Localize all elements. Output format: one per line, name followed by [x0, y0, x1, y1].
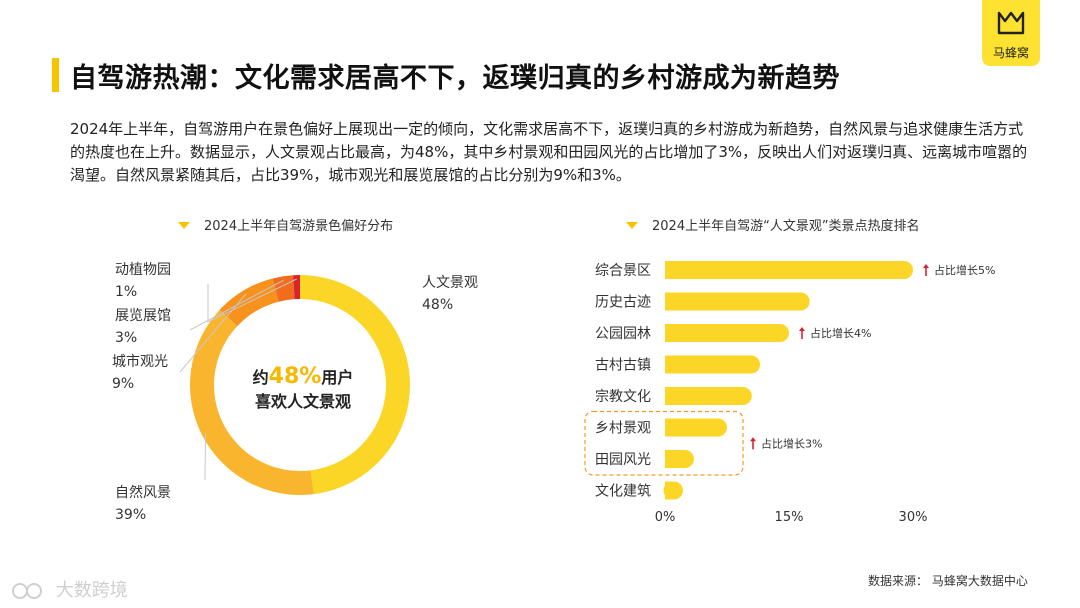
watermark-logo-icon: [12, 583, 42, 599]
bar-label-rural: 乡村景观: [595, 421, 651, 437]
label-nature: 自然风景 39%: [115, 485, 171, 523]
label-humanities: 人文景观 48%: [422, 275, 478, 313]
highlight-group-box: [584, 410, 744, 476]
bar-body-historic: [665, 292, 801, 311]
donut-slice-nature: [189, 309, 314, 496]
brand-logo: 马蜂窝: [982, 0, 1040, 66]
bar-label-architecture: 文化建筑: [595, 484, 651, 500]
bar-body-comprehensive: [665, 261, 904, 279]
label-exhibition: 展览展馆 3%: [115, 308, 171, 346]
bar-start-architecture: [665, 481, 683, 500]
x-tick-label: 0%: [655, 510, 676, 525]
bar-start-rural: [665, 418, 683, 437]
x-tick-label: 15%: [775, 510, 804, 525]
bar-body-park: [665, 324, 780, 342]
donut-chart-title: 2024上半年自驾游景色偏好分布: [178, 215, 393, 234]
label-zoo: 动植物园 1%: [115, 262, 171, 300]
bar-start-pastoral: [665, 450, 683, 468]
bar-end-comprehensive: [895, 261, 913, 279]
bar-start-religious: [665, 387, 683, 405]
bar-label-historic: 历史古迹: [595, 295, 651, 311]
leader-line-city: [179, 293, 247, 373]
bar-label-park: 公园园林: [595, 326, 651, 342]
data-source: 数据来源： 马蜂窝大数据中心: [868, 574, 1028, 588]
up-arrowhead-icon: [750, 437, 756, 442]
bar-start-comprehensive: [665, 261, 683, 279]
up-arrowhead-icon: [923, 264, 929, 268]
bar-chart-title: 2024上半年自驾游“人文景观”类景点热度排名: [626, 215, 920, 234]
bar-label-pastoral: 田园风光: [595, 452, 651, 468]
bar-start-historic: [665, 292, 683, 311]
leader-line-nature: [204, 433, 207, 481]
triangle-marker-icon: [178, 222, 190, 229]
bar-start-ancient-town: [665, 355, 683, 374]
bar-end-park: [771, 324, 789, 342]
donut-center-text: 约48%用户 喜欢人文景观: [252, 364, 354, 412]
bar-body-ancient-town: [665, 355, 752, 374]
bar-label-comprehensive: 综合景区: [595, 263, 651, 279]
growth-annotation: 占比增长3%: [761, 436, 822, 450]
brand-name: 马蜂窝: [992, 46, 1029, 60]
donut-slice-humanities: [300, 275, 410, 495]
x-tick-label: 30%: [899, 510, 928, 525]
growth-annotation: 占比增长4%: [810, 326, 871, 340]
up-arrowhead-icon: [799, 327, 805, 331]
growth-annotation: 占比增长5%: [934, 263, 995, 277]
bar-end-religious: [733, 387, 752, 405]
bar-label-ancient-town: 古村古镇: [595, 358, 651, 374]
mafengwo-logo-icon: [997, 11, 1025, 35]
bar-end-ancient-town: [742, 355, 761, 374]
bar-label-religious: 宗教文化: [595, 389, 651, 405]
bar-body-religious: [665, 387, 743, 405]
summary-paragraph: 2024年上半年，自驾游用户在景色偏好上展现出一定的倾向，文化需求居高不下，返璞…: [70, 120, 1028, 184]
triangle-marker-icon: [626, 222, 638, 229]
watermark: 大数跨境: [10, 576, 128, 602]
leader-line-zoo: [207, 278, 297, 323]
bar-end-historic: [791, 292, 810, 311]
donut-slice-exhibition: [272, 275, 295, 302]
page-title: 自驾游热潮：文化需求居高不下，返璞归真的乡村游成为新趋势: [70, 63, 840, 94]
label-city: 城市观光 9%: [112, 354, 168, 392]
bar-start-park: [665, 324, 683, 342]
title-accent-bar: [52, 58, 59, 92]
bar-end-rural: [709, 418, 727, 437]
donut-slice-zoo: [293, 275, 300, 300]
